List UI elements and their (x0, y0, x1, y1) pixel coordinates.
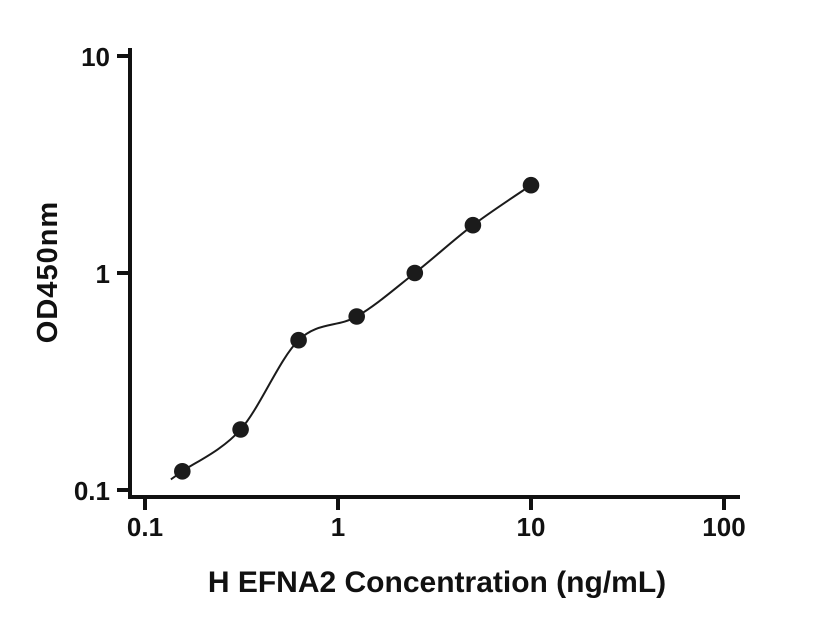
x-tick-label: 10 (517, 512, 546, 542)
x-axis-title: H EFNA2 Concentration (ng/mL) (208, 566, 666, 599)
data-point (232, 421, 249, 438)
x-tick-label: 1 (331, 512, 345, 542)
data-point (522, 176, 540, 194)
data-point (290, 331, 307, 349)
y-tick-label: 1 (96, 259, 110, 289)
data-point (174, 463, 191, 480)
y-tick-label: 10 (81, 42, 110, 72)
x-tick-label: 0.1 (127, 512, 163, 542)
data-point (406, 264, 424, 282)
plot-layer: 0.1 1 10 100 0.1 1 10 (74, 42, 746, 542)
data-point (348, 308, 366, 325)
data-point (464, 216, 482, 234)
y-axis-title: OD450nm (32, 201, 64, 343)
y-tick-label: 0.1 (74, 476, 110, 506)
x-tick-label: 100 (702, 512, 745, 542)
